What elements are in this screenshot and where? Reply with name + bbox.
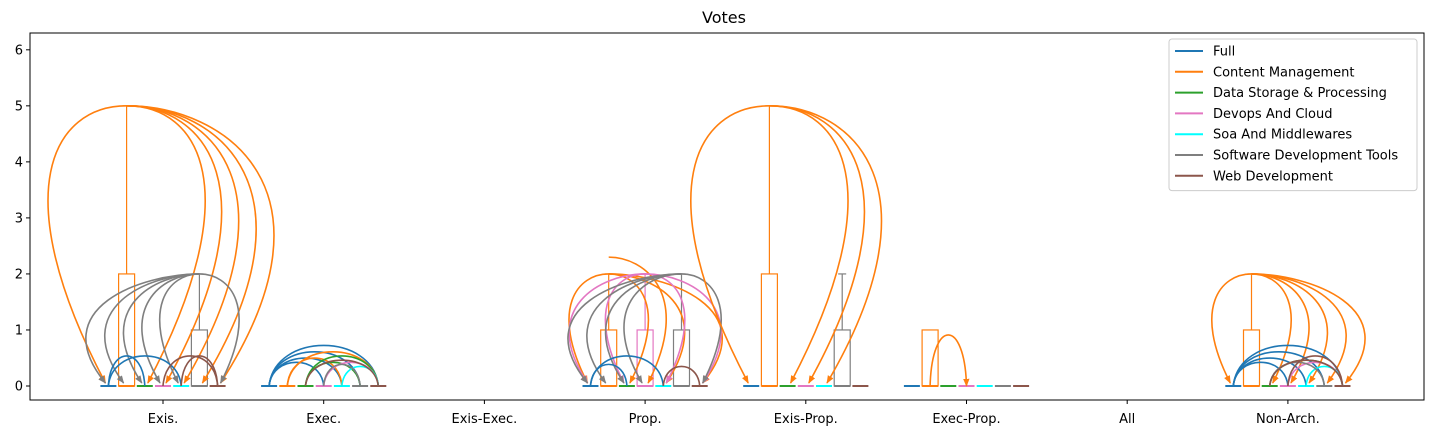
arc <box>1232 361 1289 387</box>
arc <box>126 105 257 384</box>
arc <box>107 355 146 387</box>
x-tick-label: Exis-Exec. <box>452 412 518 427</box>
arc <box>769 105 883 384</box>
arc <box>126 105 275 384</box>
legend-label: Web Development <box>1213 169 1333 184</box>
y-tick-label: 6 <box>15 43 23 58</box>
legend-frame <box>1168 38 1418 192</box>
arc <box>199 273 240 384</box>
arc <box>126 105 206 384</box>
arc <box>929 334 970 387</box>
plot-area <box>47 105 1366 387</box>
arc <box>286 357 343 387</box>
x-tick-label: Exis. <box>148 412 178 427</box>
arc <box>159 273 200 384</box>
arc <box>769 105 866 384</box>
legend-label: Full <box>1213 45 1235 60</box>
arc <box>662 365 701 387</box>
arc <box>690 105 770 384</box>
arc <box>1251 273 1292 384</box>
legend-label: Devops And Cloud <box>1213 107 1332 122</box>
x-tick-label: Exec-Prop. <box>932 412 1000 427</box>
y-tick-label: 5 <box>15 99 23 114</box>
arc <box>568 273 646 384</box>
arc <box>304 359 380 387</box>
arc <box>107 355 182 387</box>
legend-label: Content Management <box>1213 65 1354 80</box>
y-tick-label: 1 <box>15 323 23 338</box>
legend-label: Soa And Middlewares <box>1213 128 1352 143</box>
arc <box>322 363 361 387</box>
arc <box>268 361 325 387</box>
arc <box>623 273 682 384</box>
x-tick-label: Exis-Prop. <box>774 412 838 427</box>
arc <box>1251 273 1366 384</box>
arc <box>1211 273 1252 384</box>
x-tick-label: Prop. <box>629 412 662 427</box>
arc <box>47 105 127 384</box>
arc <box>1268 359 1344 387</box>
arc <box>162 355 219 387</box>
plot-frame <box>29 32 1425 401</box>
x-tick-label: Exec. <box>306 412 341 427</box>
arc <box>126 105 223 384</box>
arc <box>1287 355 1344 387</box>
axes: 0 1 2 3 4 5 6 Exis. Exec. Exis-Exec. Prop. Exis-Pro… <box>15 43 1320 427</box>
arc <box>681 273 722 384</box>
box <box>760 273 779 387</box>
chart-title: Votes <box>702 8 746 27</box>
arc <box>769 105 849 384</box>
x-tick-label: All <box>1119 412 1135 427</box>
arc <box>180 355 219 387</box>
arc <box>268 344 380 387</box>
legend: Full Content Management Data Storage & Pro… <box>1168 38 1418 192</box>
legend-label: Software Development Tools <box>1213 149 1398 164</box>
arc <box>589 363 628 387</box>
box <box>117 273 136 387</box>
box <box>672 329 691 387</box>
x-tick-label: Non-Arch. <box>1256 412 1320 427</box>
arc <box>126 105 240 384</box>
box <box>833 329 851 387</box>
y-tick-label: 4 <box>15 155 23 170</box>
y-tick-label: 2 <box>15 267 23 282</box>
y-tick-label: 0 <box>15 379 23 394</box>
y-tick-label: 3 <box>15 211 23 226</box>
arc <box>568 273 609 384</box>
legend-label: Data Storage & Processing <box>1213 86 1387 101</box>
